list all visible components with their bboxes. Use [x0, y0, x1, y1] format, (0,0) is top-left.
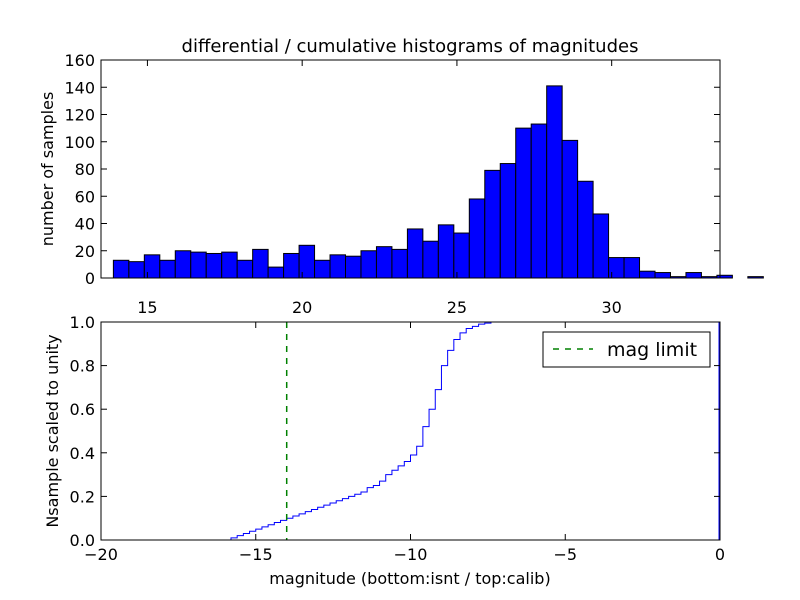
- histogram-bar-18: [391, 248, 408, 279]
- bottom-ytick-label: 0.6: [70, 400, 95, 419]
- histogram-bar-30: [577, 180, 594, 279]
- top-ytick-label: 120: [64, 106, 95, 125]
- top-ytick-label: 140: [64, 78, 95, 97]
- bottom-xtick-label: −20: [84, 545, 118, 564]
- histogram-bar-14: [329, 254, 347, 279]
- top-xtick-label: 20: [292, 298, 312, 317]
- bottom-ytick-label: 0.2: [70, 487, 95, 506]
- histogram-bar-5: [190, 251, 207, 279]
- top-ytick-label: 20: [75, 242, 95, 261]
- histogram-bar-25: [499, 163, 517, 279]
- bottom-ytick-label: 0.4: [70, 444, 95, 463]
- histogram-bar-11: [283, 252, 300, 279]
- histogram-bar-33: [623, 257, 641, 279]
- top-ytick-label: 60: [75, 187, 95, 206]
- histogram-bar-19: [406, 228, 424, 279]
- bottom-ytick-label: 0.0: [70, 531, 95, 550]
- histogram-bar-13: [314, 259, 331, 279]
- histogram-bar-16: [360, 250, 377, 279]
- bottom-plot-frame: [100, 321, 721, 541]
- histogram-bar-20: [422, 240, 439, 279]
- top-ytick-label: 160: [64, 51, 95, 70]
- cumulative-step-line: [101, 321, 720, 541]
- histogram-bar-7: [221, 251, 238, 279]
- histogram-bar-39: [716, 274, 733, 279]
- histogram-bar-6: [205, 252, 223, 279]
- top-ytick-label: 100: [64, 133, 95, 152]
- histogram-bar-32: [608, 257, 625, 279]
- bottom-xtick-label: 0: [715, 545, 725, 564]
- histogram-bars: [112, 85, 764, 279]
- histogram-bar-2: [143, 254, 161, 279]
- legend: mag limit: [542, 331, 711, 368]
- top-y-axis-label: number of samples: [38, 92, 57, 247]
- bottom-cumulative-panel: magnitude (bottom:isnt / top:calib) Nsam…: [43, 313, 725, 588]
- bottom-xtick-label: −5: [553, 545, 577, 564]
- histogram-bar-23: [468, 198, 486, 279]
- top-axis-ticks: 0 20 40 60 80 100 120 140 160 15 20 25 30: [64, 51, 720, 317]
- top-xtick-label: 30: [601, 298, 621, 317]
- histogram-bar-8: [236, 259, 254, 279]
- histogram-bar-21: [437, 224, 455, 279]
- bottom-y-axis-label: Nsample scaled to unity: [43, 334, 62, 527]
- histogram-bar-34: [639, 270, 656, 279]
- histogram-bar-35: [654, 272, 671, 279]
- top-plot-frame: [100, 59, 721, 279]
- histogram-bar-37: [685, 272, 702, 279]
- histogram-bar-3: [159, 259, 176, 279]
- histogram-bar-1: [128, 261, 145, 279]
- top-xtick-label: 25: [447, 298, 467, 317]
- histogram-bar-10: [267, 266, 285, 279]
- bottom-xtick-label: −10: [394, 545, 428, 564]
- histogram-bar-0: [112, 259, 130, 279]
- top-xtick-label: 15: [137, 298, 157, 317]
- legend-label-mag-limit: mag limit: [607, 339, 697, 361]
- top-ytick-label: 80: [75, 160, 95, 179]
- histogram-bar-4: [174, 250, 192, 279]
- histogram-bar-22: [453, 232, 470, 279]
- histogram-bar-31: [592, 213, 610, 279]
- cumulative-lines: [101, 321, 720, 541]
- top-histogram-panel: differential / cumulative histograms of …: [38, 36, 764, 317]
- histogram-bar-24: [484, 169, 501, 279]
- histogram-bar-17: [375, 246, 393, 279]
- top-ytick-label: 40: [75, 215, 95, 234]
- bottom-xtick-label: −15: [239, 545, 273, 564]
- bottom-ytick-label: 0.8: [70, 357, 95, 376]
- histogram-bar-12: [298, 244, 316, 279]
- histogram-bar-15: [345, 255, 362, 279]
- chart-title: differential / cumulative histograms of …: [182, 36, 639, 57]
- bottom-axis-ticks: 0.0 0.2 0.4 0.6 0.8 1.0 −20 −15 −10 −5 0: [70, 313, 726, 564]
- top-ytick-label: 0: [85, 269, 95, 288]
- histogram-bar-41: [747, 276, 764, 279]
- histogram-bar-28: [546, 85, 563, 279]
- histogram-bar-27: [530, 123, 548, 279]
- histogram-bar-26: [515, 127, 532, 279]
- histogram-bar-9: [252, 248, 269, 279]
- bottom-ytick-label: 1.0: [70, 313, 95, 332]
- bottom-x-axis-label: magnitude (bottom:isnt / top:calib): [269, 569, 550, 588]
- histogram-bar-29: [561, 139, 579, 279]
